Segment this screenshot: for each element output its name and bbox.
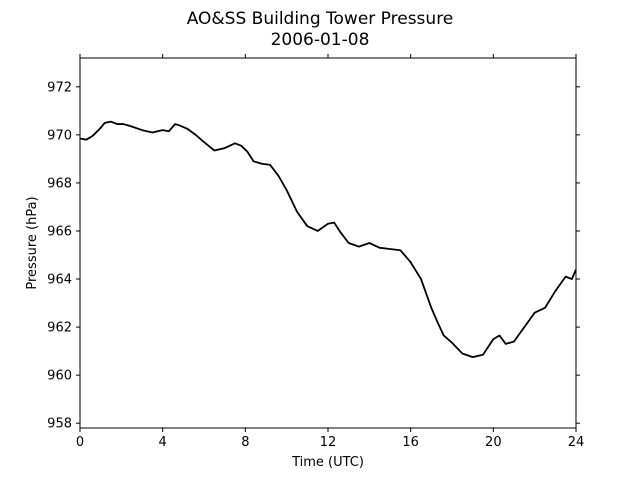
chart-title: AO&SS Building Tower Pressure (187, 9, 454, 29)
y-tick-label: 972 (47, 80, 72, 95)
x-tick-label: 0 (76, 435, 84, 450)
y-tick-label: 968 (47, 176, 72, 191)
y-tick-label: 958 (47, 417, 72, 432)
x-tick-label: 24 (568, 435, 585, 450)
x-axis-ticks: 0 4 8 12 16 20 24 (76, 54, 584, 450)
x-axis-label: Time (UTC) (291, 455, 364, 470)
x-tick-label: 8 (241, 435, 249, 450)
pressure-series-line (79, 120, 577, 359)
y-tick-label: 966 (47, 224, 72, 239)
x-tick-label: 20 (485, 435, 502, 450)
y-tick-label: 962 (47, 321, 72, 336)
chart-subtitle: 2006-01-08 (271, 30, 370, 50)
plot-area (79, 57, 577, 429)
x-tick-label: 4 (159, 435, 167, 450)
y-axis-ticks: 958 960 962 964 966 968 970 972 (47, 80, 580, 432)
y-tick-label: 970 (47, 128, 72, 143)
y-tick-label: 960 (47, 369, 72, 384)
x-tick-label: 16 (402, 435, 419, 450)
x-tick-label: 12 (320, 435, 337, 450)
y-tick-label: 964 (47, 273, 72, 288)
y-axis-label: Pressure (hPa) (25, 196, 40, 289)
